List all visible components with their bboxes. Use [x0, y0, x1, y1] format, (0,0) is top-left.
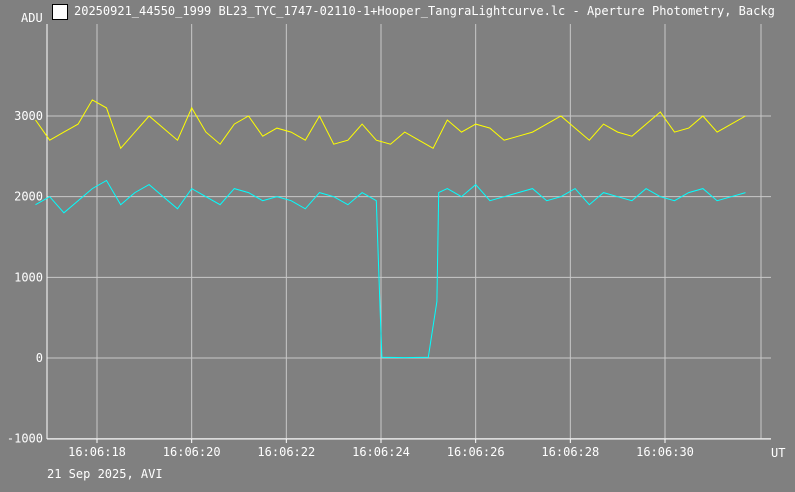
- y-tick-label: 3000: [14, 109, 43, 123]
- grid-lines: [47, 24, 771, 440]
- x-tick-label: 16:06:30: [636, 445, 694, 459]
- x-axis-label: UT: [771, 446, 785, 460]
- series-line-cyan: [35, 179, 746, 359]
- series-line-yellow: [35, 99, 746, 150]
- series-lines: [35, 99, 746, 359]
- y-tick-label: 2000: [14, 190, 43, 204]
- y-tick-label: 1000: [14, 270, 43, 284]
- tick-labels: -1000 0 1000 2000 3000 16:06:18 16:06:20 16:06:…: [7, 109, 694, 459]
- x-tick-label: 16:06:26: [447, 445, 505, 459]
- y-tick-label: 0: [36, 351, 43, 365]
- date-label: 21 Sep 2025, AVI: [47, 467, 163, 481]
- x-tick-label: 16:06:28: [541, 445, 599, 459]
- window-title: 20250921_44550_1999 BL23_TYC_1747-02110-…: [74, 4, 775, 18]
- window-titlebar: 20250921_44550_1999 BL23_TYC_1747-02110-…: [0, 0, 795, 24]
- x-tick-label: 16:06:18: [68, 445, 126, 459]
- y-axis-label: ADU: [21, 11, 43, 25]
- x-tick-label: 16:06:20: [163, 445, 221, 459]
- tangra-app-icon[interactable]: [52, 4, 68, 20]
- y-tick-label: -1000: [7, 432, 43, 446]
- chart-axes: [46, 24, 771, 443]
- x-tick-label: 16:06:22: [257, 445, 315, 459]
- x-tick-label: 16:06:24: [352, 445, 410, 459]
